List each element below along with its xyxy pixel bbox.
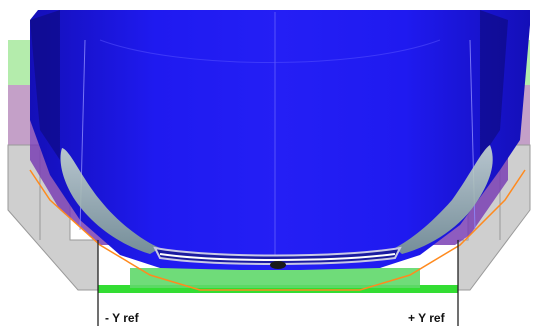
green-base-strip — [98, 285, 458, 293]
orange-outline-right — [359, 169, 526, 291]
green-base-inner — [130, 268, 420, 288]
left-pink-zone — [8, 85, 30, 145]
car-body — [30, 10, 530, 270]
tow-hook-cover — [270, 261, 286, 269]
left-headlamp — [60, 148, 160, 254]
left-green-zone — [8, 40, 30, 85]
neg-y-ref-label: - Y ref — [105, 311, 139, 325]
lower-grille — [153, 246, 402, 265]
pos-y-ref-label: + Y ref — [408, 311, 445, 325]
orange-outline-left — [29, 169, 201, 291]
right-headlamp — [395, 145, 493, 254]
